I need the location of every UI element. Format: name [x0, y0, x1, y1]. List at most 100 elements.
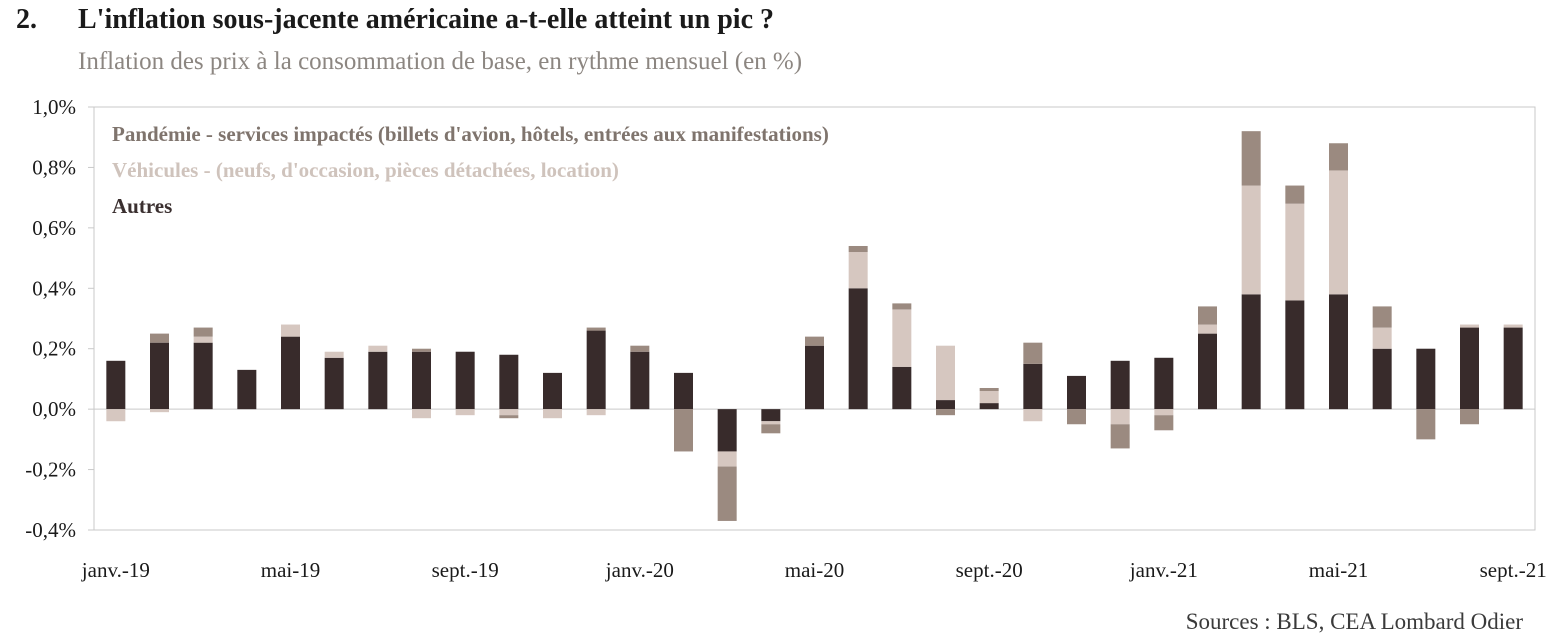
- bar-segment-vehicules: [1372, 327, 1392, 349]
- bar-segment-vehicules: [281, 324, 300, 337]
- chart-title: 2. L'inflation sous-jacente américaine a-…: [16, 4, 774, 36]
- legend-entry-autres: Autres: [112, 194, 172, 218]
- y-tick-label: 0,6%: [32, 216, 76, 240]
- bar-segment-pandemie: [1198, 306, 1217, 325]
- bar-segment-autres: [717, 409, 737, 452]
- bar-segment-autres: [1503, 327, 1523, 410]
- bar-segment-vehicules: [936, 345, 955, 401]
- bar-segment-vehicules: [1154, 409, 1174, 416]
- bar-segment-autres: [1460, 327, 1479, 410]
- bar-segment-autres: [281, 336, 300, 410]
- y-tick-label: 0,8%: [32, 155, 76, 179]
- bar-segment-autres: [193, 342, 213, 410]
- bar-segment-vehicules: [499, 409, 519, 416]
- bar-segment-vehicules: [106, 409, 126, 422]
- bar-segment-pandemie: [1067, 409, 1086, 425]
- bar-segment-autres: [674, 372, 693, 410]
- bar-segment-pandemie: [761, 424, 781, 434]
- bar-segment-vehicules: [324, 351, 344, 358]
- y-tick-label: -0,2%: [25, 458, 76, 482]
- bar-segment-vehicules: [1110, 409, 1130, 425]
- bar-segment-vehicules: [150, 409, 169, 413]
- bar-segment-vehicules: [1023, 409, 1043, 422]
- bar-segment-vehicules: [848, 252, 868, 289]
- bar-segment-autres: [936, 400, 955, 410]
- bar-segment-vehicules: [455, 409, 475, 416]
- y-tick-label: 0,0%: [32, 397, 76, 421]
- y-tick-label: 0,2%: [32, 337, 76, 361]
- legend-entry-pandemie: Pandémie - services impactés (billets d'…: [112, 122, 829, 146]
- bar-segment-vehicules: [1241, 185, 1261, 295]
- bar-segment-autres: [1329, 294, 1348, 410]
- bar-segment-pandemie: [936, 409, 955, 416]
- bar-segment-pandemie: [717, 466, 737, 521]
- bar-segment-pandemie: [1154, 415, 1174, 431]
- bar-segment-autres: [1067, 375, 1086, 410]
- chart-subtitle: Inflation des prix à la consommation de …: [78, 48, 803, 75]
- chart-title-number: 2.: [16, 4, 37, 35]
- x-tick-label: mai-20: [785, 558, 844, 582]
- bar-segment-pandemie: [499, 415, 519, 419]
- bar-segment-autres: [586, 330, 606, 410]
- bar-segment-vehicules: [1503, 324, 1523, 328]
- bar-segment-pandemie: [805, 336, 824, 346]
- bar-segment-pandemie: [1110, 424, 1130, 449]
- bar-segment-vehicules: [761, 421, 781, 425]
- bar-segment-pandemie: [1416, 409, 1436, 440]
- bar-segment-autres: [1110, 360, 1130, 410]
- bar-segment-autres: [1416, 348, 1436, 410]
- bar-segment-vehicules: [586, 409, 606, 416]
- x-tick-label: sept.-20: [956, 558, 1023, 582]
- bar-segment-autres: [1023, 363, 1043, 410]
- bar-segment-autres: [892, 366, 912, 410]
- bar-segment-vehicules: [717, 451, 737, 467]
- bar-segment-pandemie: [193, 327, 213, 337]
- bar-segment-autres: [979, 403, 999, 410]
- x-tick-label: sept.-19: [432, 558, 499, 582]
- bar-segment-pandemie: [1285, 185, 1305, 204]
- bar-segment-pandemie: [674, 409, 693, 452]
- bar-segment-vehicules: [1329, 170, 1348, 295]
- bar-segment-autres: [455, 351, 475, 410]
- bar-segment-autres: [499, 354, 519, 410]
- bar-segment-pandemie: [892, 303, 912, 310]
- bar-segment-vehicules: [193, 336, 213, 343]
- bar-segment-vehicules: [1198, 324, 1217, 334]
- bar-segment-pandemie: [412, 348, 431, 352]
- bar-segment-vehicules: [1285, 203, 1305, 301]
- bar-segment-autres: [543, 372, 562, 410]
- bar-segment-vehicules: [892, 309, 912, 367]
- plot-frame: [93, 106, 1536, 531]
- chart-title-text: L'inflation sous-jacente américaine a-t-…: [78, 4, 775, 35]
- x-tick-label: sept.-21: [1480, 558, 1547, 582]
- bar-segment-autres: [1241, 294, 1261, 410]
- bar-segment-pandemie: [586, 327, 606, 331]
- bar-segment-autres: [1372, 348, 1392, 410]
- bar-segment-vehicules: [979, 391, 999, 404]
- x-tick-label: janv.-19: [81, 558, 150, 582]
- bar-segment-autres: [761, 409, 781, 422]
- y-tick-label: 0,4%: [32, 276, 76, 300]
- source-note: Sources : BLS, CEA Lombard Odier: [1185, 609, 1523, 634]
- y-tick-label: -0,4%: [25, 518, 76, 542]
- bar-segment-autres: [805, 345, 824, 410]
- bar-segment-autres: [1198, 333, 1217, 410]
- x-tick-label: janv.-21: [1129, 558, 1198, 582]
- bar-segment-pandemie: [979, 387, 999, 392]
- bar-segment-vehicules: [543, 409, 562, 419]
- x-tick-label: mai-21: [1309, 558, 1368, 582]
- bar-segment-autres: [237, 369, 257, 410]
- bar-segment-vehicules: [412, 409, 431, 419]
- bar-segment-autres: [150, 342, 169, 410]
- bar-segment-autres: [368, 351, 388, 410]
- bar-segment-pandemie: [150, 333, 169, 343]
- bar-segment-autres: [106, 360, 126, 410]
- bar-segment-autres: [1285, 300, 1305, 410]
- x-tick-label: mai-19: [261, 558, 320, 582]
- bar-segment-pandemie: [1241, 131, 1261, 186]
- bar-segment-autres: [1154, 357, 1174, 410]
- bar-segment-pandemie: [1329, 143, 1348, 171]
- bar-segment-pandemie: [630, 345, 650, 352]
- bar-segment-pandemie: [1023, 342, 1043, 364]
